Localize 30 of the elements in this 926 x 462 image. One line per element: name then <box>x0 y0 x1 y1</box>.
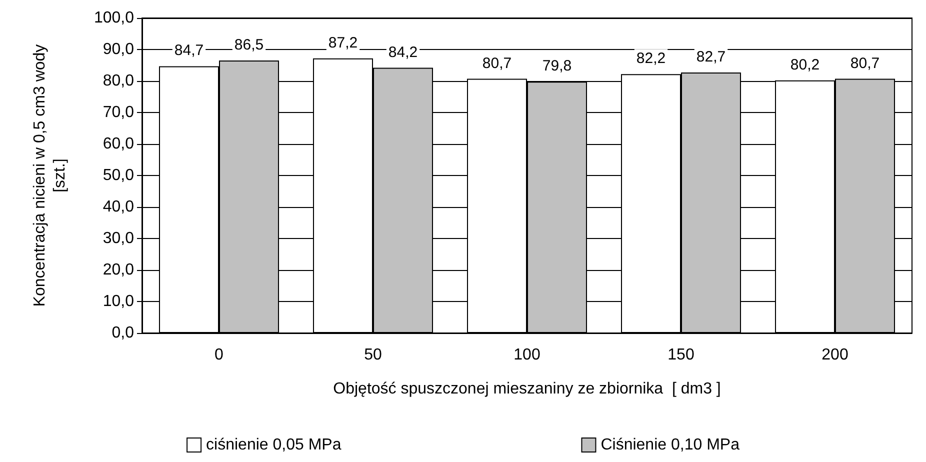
data-label: 84,7 <box>174 42 204 60</box>
y-tick-label: 20,0 <box>102 262 134 278</box>
data-label: 87,2 <box>328 34 358 52</box>
data-label: 79,8 <box>542 58 572 75</box>
y-tick-label: 60,0 <box>102 136 134 152</box>
y-tick-label: 100,0 <box>94 10 134 26</box>
y-tick-label: 80,0 <box>102 72 134 90</box>
data-label: 80,2 <box>790 56 820 74</box>
y-axis-title: Koncentracja nicieni w 0,5 cm3 wody [szt.] <box>32 44 68 307</box>
y-tick-label: 0,0 <box>112 324 134 342</box>
y-tick-label: 90,0 <box>102 41 134 58</box>
data-label: 80,7 <box>850 54 880 72</box>
data-label: 82,2 <box>636 50 666 68</box>
y-tick-label: 50,0 <box>102 167 134 184</box>
x-tick-label: 100 <box>514 346 540 364</box>
y-tick-label: 70,0 <box>102 104 134 121</box>
legend-label: Ciśnienie 0,10 MPa <box>600 436 740 454</box>
x-tick-label: 200 <box>822 346 848 364</box>
x-tick-label: 150 <box>668 346 694 364</box>
y-tick-label: 30,0 <box>102 230 134 247</box>
data-label: 84,2 <box>388 44 418 61</box>
legend-label: ciśnienie 0,05 MPa <box>206 436 342 454</box>
x-tick-label: 50 <box>364 346 382 364</box>
data-label: 86,5 <box>234 36 264 54</box>
data-label: 80,7 <box>482 54 512 72</box>
x-axis-title: Objętość spuszczonej mieszaniny ze zbiornika [ dm3 ] <box>333 380 721 398</box>
x-tick-label: 0 <box>214 346 224 364</box>
y-tick-label: 10,0 <box>102 293 134 310</box>
y-tick-label: 40,0 <box>102 198 134 216</box>
data-label: 82,7 <box>696 48 726 66</box>
